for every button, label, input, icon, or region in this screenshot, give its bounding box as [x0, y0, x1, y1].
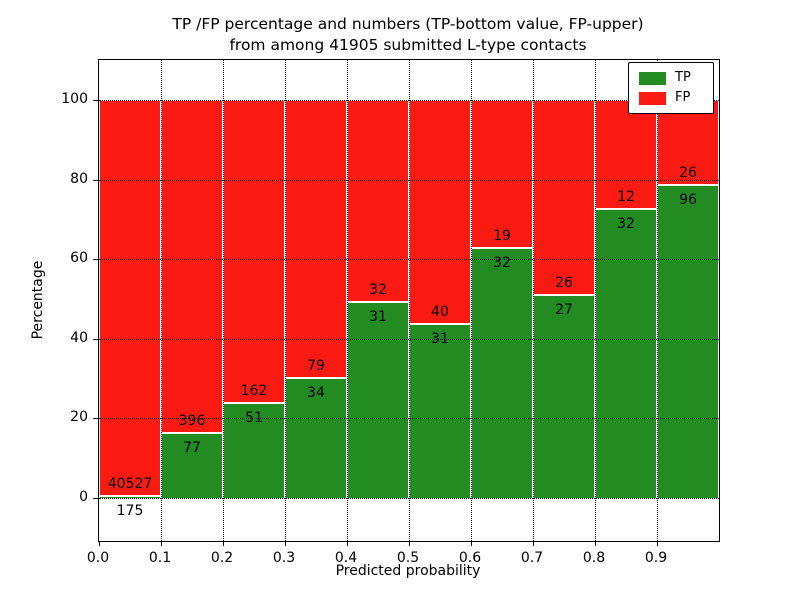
fp-count-label: 40527 — [107, 476, 153, 493]
tp-bar-segment — [347, 302, 409, 498]
tp-bar-segment — [533, 295, 595, 498]
y-tick-mark — [93, 338, 98, 340]
y-tick-label: 80 — [70, 170, 88, 187]
y-tick-label: 100 — [61, 91, 88, 107]
legend: TP FP — [628, 62, 714, 114]
gridline-vertical — [161, 60, 162, 541]
fp-count-label: 40 — [431, 304, 449, 321]
y-tick-mark — [93, 100, 98, 101]
y-axis-label: Percentage — [30, 260, 46, 340]
gridline-vertical — [223, 60, 224, 541]
y-tick-label: 0 — [79, 489, 88, 505]
x-tick-label: 0.6 — [458, 550, 482, 566]
x-tick-mark — [533, 541, 534, 546]
x-tick-label: 0.2 — [210, 550, 234, 566]
legend-item-fp: FP — [639, 88, 713, 108]
y-tick-mark — [93, 498, 98, 499]
fp-bar-segment — [471, 100, 533, 249]
x-tick-mark — [347, 541, 348, 546]
tp-count-label: 27 — [555, 302, 573, 319]
plot-area: 40527 175 396 77 162 51 79 34 32 31 40 31 19 32 26 27 12… — [93, 59, 720, 546]
fp-bar-segment — [533, 100, 595, 296]
chart-title-line2: from among 41905 submitted L-type contac… — [229, 36, 587, 54]
x-tick-mark — [595, 541, 596, 546]
x-tick-label: 0.0 — [86, 550, 110, 566]
x-tick-mark — [409, 541, 410, 546]
x-tick-mark — [161, 541, 162, 546]
y-tick-label: 20 — [70, 409, 88, 426]
y-tick-label: 40 — [70, 329, 88, 346]
chart-title: TP /FP percentage and numbers (TP-bottom… — [98, 14, 718, 56]
x-tick-mark — [657, 541, 658, 546]
tp-bar-segment — [595, 208, 657, 498]
gridline-vertical — [471, 60, 472, 541]
legend-label-tp: TP — [675, 70, 691, 85]
fp-count-label: 162 — [240, 382, 268, 399]
x-tick-mark — [99, 541, 100, 546]
gridline-vertical — [409, 60, 410, 541]
y-tick-mark — [93, 418, 98, 420]
tp-bar-segment — [471, 248, 533, 498]
legend-item-tp: TP — [639, 68, 713, 88]
fp-count-label: 32 — [369, 282, 387, 299]
tp-count-label: 32 — [617, 215, 635, 232]
fp-count-label: 26 — [555, 275, 573, 292]
gridline-vertical — [657, 60, 658, 541]
tp-bar-segment — [285, 378, 347, 498]
x-tick-label: 0.3 — [272, 550, 296, 566]
tp-bar-segment — [409, 324, 471, 498]
x-tick-label: 0.8 — [582, 550, 606, 566]
y-tick-mark — [93, 179, 98, 181]
chart-title-line1: TP /FP percentage and numbers (TP-bottom… — [172, 15, 644, 33]
x-axis-label: Predicted probability — [335, 563, 481, 579]
legend-label-fp: FP — [675, 90, 691, 105]
x-tick-mark — [223, 541, 224, 546]
y-tick-label: 60 — [70, 250, 88, 267]
tp-bar-segment — [657, 184, 719, 498]
x-tick-label: 0.7 — [520, 550, 544, 566]
y-tick-mark — [93, 259, 98, 261]
tp-count-label: 31 — [369, 309, 387, 326]
fp-bar-segment — [285, 100, 347, 379]
fp-bar-segment — [347, 100, 409, 303]
tp-bar-segment — [99, 496, 161, 498]
tp-count-label: 96 — [679, 191, 697, 208]
fp-bar-segment — [161, 100, 223, 434]
x-tick-label: 0.5 — [396, 550, 420, 566]
fp-count-label: 396 — [178, 413, 206, 430]
fp-count-label: 79 — [307, 358, 325, 375]
x-tick-label: 0.1 — [148, 550, 172, 566]
fp-swatch-icon — [639, 91, 666, 105]
tp-count-label: 77 — [183, 440, 201, 457]
tp-count-label: 31 — [431, 331, 449, 348]
gridline-vertical — [595, 60, 596, 541]
x-tick-label: 0.4 — [334, 550, 358, 566]
tp-swatch-icon — [639, 71, 666, 85]
fp-count-label: 26 — [679, 164, 697, 181]
fp-count-label: 19 — [493, 228, 511, 245]
tp-count-label: 175 — [116, 503, 144, 520]
fp-bar-segment — [99, 100, 161, 497]
fp-bar-segment — [409, 100, 471, 325]
tp-count-label: 34 — [307, 385, 325, 402]
x-tick-label: 0.9 — [644, 550, 668, 566]
tp-count-label: 51 — [245, 409, 263, 426]
gridline-vertical — [347, 60, 348, 541]
x-tick-mark — [285, 541, 286, 546]
fp-bar-segment — [223, 100, 285, 403]
x-tick-mark — [471, 541, 472, 546]
gridline-vertical — [285, 60, 286, 541]
tp-count-label: 32 — [493, 255, 511, 272]
fp-count-label: 12 — [617, 188, 635, 205]
gridline-vertical — [533, 60, 534, 541]
